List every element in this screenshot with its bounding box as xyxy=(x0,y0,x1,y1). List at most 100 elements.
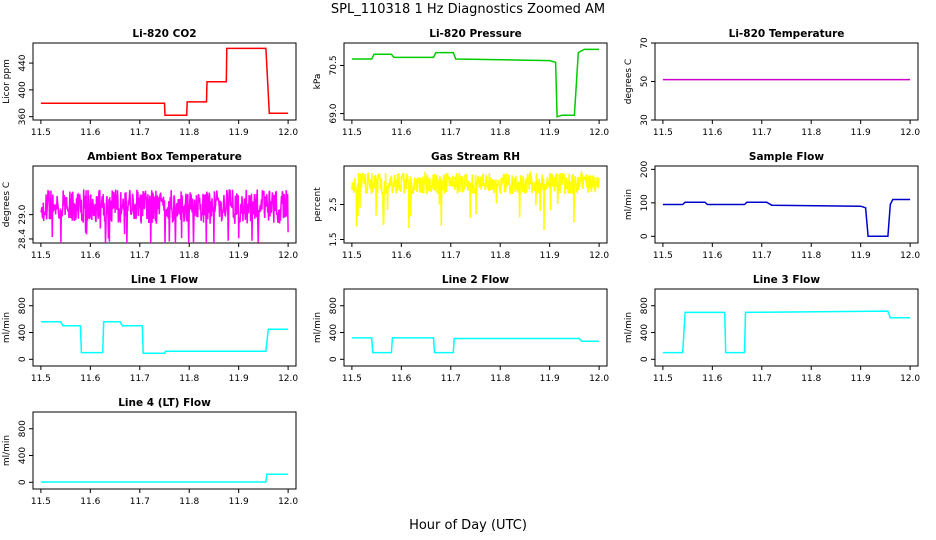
panel-title: Line 4 (LT) Flow xyxy=(118,397,211,409)
x-tick-label: 11.9 xyxy=(851,128,871,138)
y-tick-label: 800 xyxy=(329,297,339,314)
y-tick-label: 50 xyxy=(640,76,650,88)
series-line xyxy=(351,337,600,354)
series-line xyxy=(40,189,289,244)
x-tick-label: 11.5 xyxy=(31,374,51,384)
y-tick-label: 800 xyxy=(18,420,28,437)
y-tick-label: 29.0 xyxy=(18,204,28,224)
y-tick-label: 200 xyxy=(640,160,650,177)
x-tick-label: 11.9 xyxy=(229,374,249,384)
x-tick-label: 12.0 xyxy=(589,128,609,138)
x-tick-label: 11.8 xyxy=(490,374,510,384)
panel-title: Line 2 Flow xyxy=(442,274,509,286)
y-tick-label: 400 xyxy=(640,324,650,341)
x-tick-label: 12.0 xyxy=(589,374,609,384)
plot-frame xyxy=(343,288,608,367)
x-tick-label: 11.5 xyxy=(31,251,51,261)
x-tick-label: 11.6 xyxy=(80,497,100,507)
x-tick-label: 11.8 xyxy=(179,374,199,384)
panel-6: Line 1 Flow ml/min 11.5 11.6 11.7 11.8 11.9 12.… xyxy=(2,274,298,384)
x-tick-label: 11.8 xyxy=(801,374,821,384)
x-tick-label: 11.5 xyxy=(653,128,673,138)
x-tick-label: 11.9 xyxy=(229,251,249,261)
y-axis-label: ml/min xyxy=(624,312,634,343)
panel-4: Gas Stream RH percent 11.5 11.6 11.7 11.8 11.9… xyxy=(313,151,609,261)
x-tick-label: 11.6 xyxy=(702,374,722,384)
x-tick-label: 11.5 xyxy=(31,128,51,138)
x-tick-label: 11.8 xyxy=(490,128,510,138)
x-tick-label: 11.7 xyxy=(130,497,150,507)
y-axis-label: percent xyxy=(313,187,323,222)
series-line xyxy=(40,47,289,117)
x-tick-label: 11.9 xyxy=(229,497,249,507)
y-tick-label: 28.4 xyxy=(18,229,28,249)
plot-frame xyxy=(32,288,297,367)
x-tick-label: 11.5 xyxy=(342,374,362,384)
x-tick-label: 11.9 xyxy=(540,128,560,138)
x-tick-label: 11.6 xyxy=(80,251,100,261)
panel-title: Li-820 Pressure xyxy=(429,28,522,40)
y-tick-label: 0 xyxy=(329,356,339,362)
x-tick-label: 11.7 xyxy=(752,128,772,138)
x-tick-label: 11.9 xyxy=(851,374,871,384)
x-tick-label: 11.6 xyxy=(80,374,100,384)
y-tick-label: 800 xyxy=(18,297,28,314)
y-tick-label: 400 xyxy=(18,81,28,98)
series-line xyxy=(351,48,600,118)
panel-0: Li-820 CO2 Licor ppm 11.5 11.6 11.7 11.8 11.9 1… xyxy=(2,28,298,138)
panel-title: Line 3 Flow xyxy=(753,274,820,286)
x-axis-label: Hour of Day (UTC) xyxy=(409,518,527,533)
y-tick-label: 440 xyxy=(18,54,28,71)
panel-1: Li-820 Pressure kPa 11.5 11.6 11.7 11.8 11.9 12… xyxy=(313,28,609,138)
x-tick-label: 11.8 xyxy=(179,128,199,138)
panel-8: Line 3 Flow ml/min 11.5 11.6 11.7 11.8 11.9 12.… xyxy=(624,274,920,384)
y-tick-label: 0 xyxy=(640,233,650,239)
x-tick-label: 11.6 xyxy=(80,128,100,138)
y-tick-label: 69.0 xyxy=(329,103,339,123)
page-title: SPL_110318 1 Hz Diagnostics Zoomed AM xyxy=(330,2,606,17)
panel-title: Li-820 Temperature xyxy=(729,28,845,40)
x-tick-label: 11.7 xyxy=(441,374,461,384)
x-tick-label: 11.5 xyxy=(653,251,673,261)
y-tick-label: 400 xyxy=(18,324,28,341)
x-tick-label: 11.6 xyxy=(391,128,411,138)
plot-frame xyxy=(654,165,919,244)
series-line xyxy=(351,169,600,231)
x-tick-label: 11.8 xyxy=(801,128,821,138)
panel-5: Sample Flow ml/min 11.5 11.6 11.7 11.8 11.9 12.… xyxy=(624,151,920,261)
y-tick-label: 100 xyxy=(640,194,650,211)
x-tick-label: 11.8 xyxy=(490,251,510,261)
y-axis-label: Licor ppm xyxy=(2,59,12,104)
y-tick-label: 1.5 xyxy=(329,232,339,246)
x-tick-label: 11.6 xyxy=(391,251,411,261)
y-tick-label: 70.5 xyxy=(329,55,339,75)
y-tick-label: 0 xyxy=(18,356,28,362)
x-tick-label: 11.9 xyxy=(540,374,560,384)
x-tick-label: 11.7 xyxy=(130,128,150,138)
plot-frame xyxy=(343,42,608,121)
x-tick-label: 11.9 xyxy=(851,251,871,261)
x-tick-label: 12.0 xyxy=(589,251,609,261)
x-tick-label: 11.5 xyxy=(31,497,51,507)
y-tick-label: 0 xyxy=(18,479,28,485)
x-tick-label: 11.8 xyxy=(179,251,199,261)
panel-title: Li-820 CO2 xyxy=(132,28,196,40)
y-axis-label: ml/min xyxy=(313,312,323,343)
y-tick-label: 30 xyxy=(640,114,650,126)
series-line xyxy=(662,198,911,238)
panel-title: Sample Flow xyxy=(749,151,824,163)
x-tick-label: 11.9 xyxy=(229,128,249,138)
y-tick-label: 70 xyxy=(640,37,650,49)
x-tick-label: 11.7 xyxy=(130,374,150,384)
y-axis-label: kPa xyxy=(313,74,323,90)
x-tick-label: 11.8 xyxy=(801,251,821,261)
x-tick-label: 11.6 xyxy=(391,374,411,384)
x-tick-label: 12.0 xyxy=(278,128,298,138)
y-axis-label: degrees C xyxy=(624,59,634,104)
x-tick-label: 11.6 xyxy=(702,251,722,261)
plot-frame xyxy=(32,411,297,490)
x-tick-label: 11.7 xyxy=(441,251,461,261)
x-tick-label: 12.0 xyxy=(900,374,920,384)
panel-title: Line 1 Flow xyxy=(131,274,198,286)
